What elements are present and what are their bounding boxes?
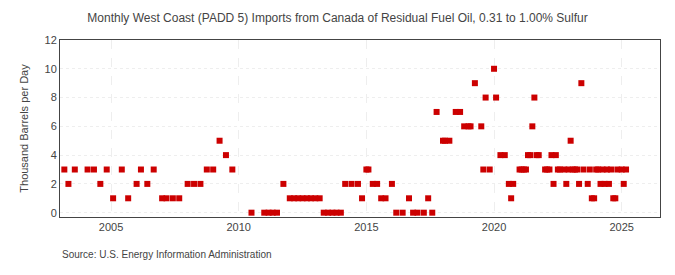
svg-text:10: 10 [45, 63, 57, 75]
svg-text:2: 2 [51, 178, 57, 190]
svg-text:4: 4 [51, 149, 57, 161]
svg-text:0: 0 [51, 207, 57, 219]
svg-text:Thousand Barrels per Day: Thousand Barrels per Day [18, 64, 30, 193]
svg-text:6: 6 [51, 120, 57, 132]
svg-text:2005: 2005 [99, 221, 123, 233]
svg-text:12: 12 [45, 34, 57, 46]
svg-text:2010: 2010 [226, 221, 250, 233]
svg-text:2015: 2015 [354, 221, 378, 233]
svg-text:8: 8 [51, 91, 57, 103]
svg-text:2025: 2025 [609, 221, 633, 233]
svg-text:2020: 2020 [482, 221, 506, 233]
svg-text:Source: U.S. Energy Informatio: Source: U.S. Energy Information Administ… [62, 249, 272, 260]
svg-text:Monthly West Coast (PADD 5) Im: Monthly West Coast (PADD 5) Imports from… [87, 11, 587, 25]
